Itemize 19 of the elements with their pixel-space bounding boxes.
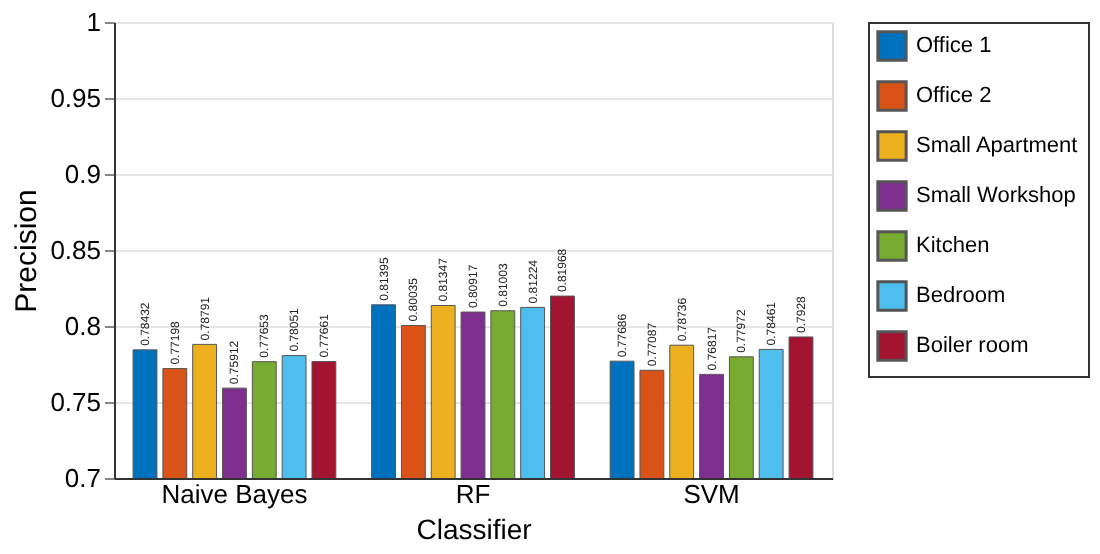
x-tick-label: Naive Bayes [161, 479, 309, 509]
y-tick-label: 0.9 [64, 159, 101, 189]
legend-label: Office 1 [916, 34, 992, 58]
legend-label: Boiler room [916, 334, 1029, 358]
x-axis-title: Classifier [416, 513, 533, 545]
y-tick-label: 0.85 [50, 235, 101, 265]
legend-label: Office 2 [916, 84, 992, 108]
y-axis-title: Precision [10, 189, 45, 313]
x-tick-label: SVM [683, 479, 740, 509]
y-tick-label: 0.8 [64, 311, 101, 341]
y-tick-label: 0.95 [50, 83, 101, 113]
legend-label: Bedroom [916, 284, 1006, 308]
legend-label: Small Apartment [916, 134, 1078, 158]
y-tick-label: 0.7 [64, 463, 101, 493]
y-tick-label: 1 [86, 7, 101, 37]
legend-label: Kitchen [916, 234, 990, 258]
legend-label: Small Workshop [916, 184, 1076, 208]
x-tick-label: RF [455, 479, 491, 509]
y-tick-label: 0.75 [50, 387, 101, 417]
